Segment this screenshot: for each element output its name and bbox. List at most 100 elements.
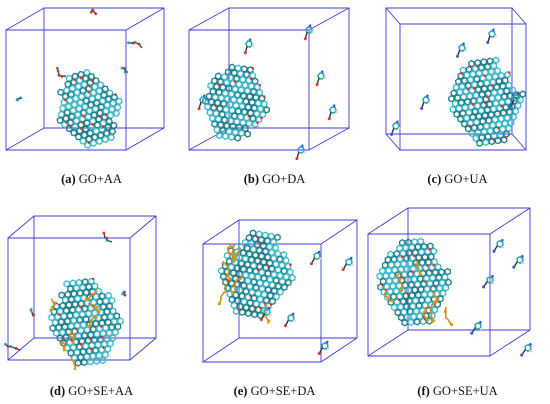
- carbon-ring: [89, 89, 98, 97]
- aromatic-ring: [486, 275, 494, 285]
- carbon-ring: [495, 77, 503, 85]
- box-edge: [489, 329, 531, 357]
- hydrogen-atom: [335, 110, 338, 114]
- carbon-ring: [278, 261, 286, 269]
- carbon-ring: [225, 257, 233, 266]
- heteroatom: [512, 265, 516, 269]
- da-molecule: [309, 250, 322, 266]
- oxygen-group: [79, 127, 83, 130]
- carbon-ring: [85, 283, 93, 291]
- carbon-ring: [273, 233, 282, 242]
- carbon-ring: [429, 274, 437, 282]
- carbon-ring: [89, 325, 97, 334]
- carbon-ring: [65, 74, 73, 82]
- carbon-ring: [473, 102, 481, 110]
- caption-c: (c) GO+UA: [427, 172, 488, 186]
- carbon-ring: [240, 281, 248, 290]
- box-edge: [511, 7, 527, 25]
- carbon-ring: [460, 120, 468, 128]
- box-edges: [367, 207, 531, 357]
- carbon-ring: [99, 356, 107, 365]
- nitrogen-atom: [491, 275, 494, 278]
- sulfate-head: [399, 289, 403, 293]
- carbon-ring: [81, 125, 90, 133]
- carbon-ring: [238, 102, 246, 111]
- box-edge: [125, 127, 165, 151]
- carbon-ring: [427, 290, 435, 298]
- carbon-ring: [476, 139, 484, 148]
- nitrogen-atom: [492, 28, 495, 32]
- carbon-ring: [228, 106, 236, 115]
- carbon-ring: [483, 79, 491, 87]
- carbon-ring: [237, 86, 245, 94]
- carbon-ring: [101, 313, 108, 322]
- carbon-ring: [246, 299, 254, 307]
- carbon-ring: [411, 238, 418, 246]
- carbon-ring: [229, 269, 237, 277]
- carbon-ring: [409, 302, 417, 310]
- aromatic-ring: [199, 96, 207, 104]
- oxygen-group: [64, 120, 68, 124]
- carbon-ring: [112, 109, 121, 117]
- box-edge: [320, 337, 358, 363]
- carbon-ring: [396, 244, 403, 252]
- carbon-ring: [488, 94, 496, 103]
- carbon-ring: [80, 358, 88, 367]
- hydrogen-atom: [318, 257, 322, 260]
- heteroatom: [390, 132, 394, 136]
- carbon-ring: [56, 334, 64, 342]
- simulation-box-go-aa: [5, 7, 165, 151]
- carbon-ring: [68, 295, 75, 304]
- aromatic-ring: [297, 146, 305, 154]
- carbon-ring: [390, 303, 398, 312]
- carbon-ring: [105, 117, 113, 125]
- oxygen-group: [87, 90, 91, 94]
- carbon-ring: [224, 111, 232, 119]
- carbon-ring: [254, 289, 262, 298]
- carbon-ring: [417, 285, 425, 294]
- carbon-ring: [63, 108, 71, 117]
- carbon-ring: [254, 273, 262, 281]
- carbon-ring: [476, 96, 484, 104]
- carbon-ring: [438, 278, 446, 287]
- carbon-ring: [103, 308, 111, 316]
- carbon-ring: [251, 77, 259, 85]
- carbon-ring: [463, 114, 471, 122]
- oxygen-group: [256, 121, 259, 124]
- carbon-ring: [219, 83, 227, 92]
- carbon-ring: [235, 254, 243, 262]
- carbon-ring: [256, 88, 264, 97]
- carbon-ring: [500, 92, 508, 101]
- carbon-ring: [109, 99, 117, 107]
- carbon-ring: [219, 126, 227, 135]
- carbon-ring: [231, 112, 238, 120]
- carbon-ring: [274, 249, 282, 258]
- carbon-ring: [82, 342, 90, 350]
- carbon-ring: [77, 326, 85, 335]
- carbon-ring: [92, 319, 100, 328]
- carbon-ring: [240, 265, 248, 273]
- carbon-ring: [241, 124, 249, 133]
- box-edges: [5, 7, 165, 151]
- surfactant-chain: [220, 260, 231, 280]
- carbon-ring: [399, 297, 407, 306]
- carbon-ring: [410, 275, 418, 284]
- carbon-ring: [416, 275, 424, 283]
- carbon-ring: [81, 74, 90, 83]
- carbon-ring: [84, 113, 92, 121]
- carbon-ring: [264, 286, 272, 294]
- carbon-ring: [481, 111, 489, 120]
- ua-molecule: [492, 238, 505, 253]
- carbon-ring: [102, 324, 110, 332]
- aromatic-ring: [345, 257, 353, 267]
- carbon-ring: [108, 127, 117, 136]
- carbon-ring: [93, 357, 101, 365]
- carbon-ring: [83, 352, 91, 361]
- carbon-ring: [106, 339, 114, 348]
- oxygen-group: [80, 343, 83, 346]
- carbon-ring: [244, 130, 252, 138]
- carbon-ring: [274, 282, 282, 290]
- carbon-ring: [238, 129, 245, 137]
- lattice: [376, 237, 452, 327]
- caption-a: (a) GO+AA: [61, 172, 122, 186]
